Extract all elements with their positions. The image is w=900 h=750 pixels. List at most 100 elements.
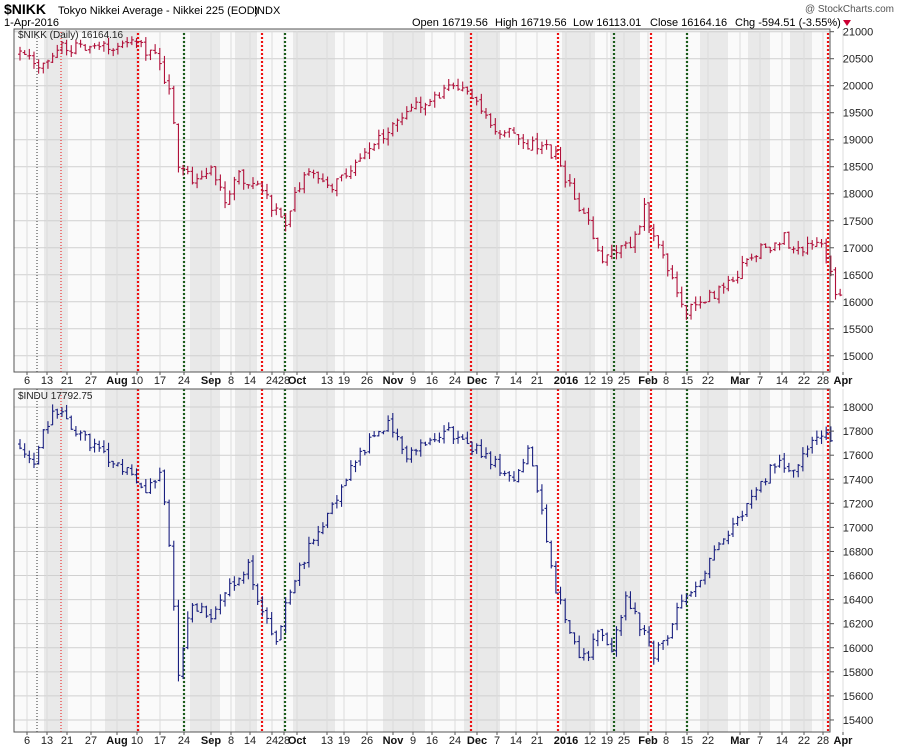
nikkei-price-bars (18, 36, 843, 320)
ohlc-bar (218, 594, 223, 615)
ohlc-bar (763, 243, 768, 249)
nikkei-legend-strip (14, 29, 830, 31)
ohlc-bar (288, 589, 293, 605)
ohlc-bar (558, 146, 563, 167)
x-tick-label: 12 (584, 375, 596, 387)
x-tick-label: 8 (228, 375, 234, 387)
dow-panel-grid (14, 389, 844, 732)
ohlc-bar (493, 118, 498, 135)
ohlc-bar (651, 640, 656, 665)
ohlc-bar (367, 433, 372, 454)
y-tick-label: 16500 (843, 270, 874, 282)
quote-change: Chg -594.51 (-3.55%) (735, 17, 841, 29)
ohlc-bar (278, 207, 283, 218)
ohlc-bar (619, 614, 624, 636)
y-tick-label: 17800 (843, 426, 874, 438)
ohlc-bar (437, 432, 442, 443)
shaded-band (748, 389, 770, 732)
ohlc-bar (572, 178, 577, 200)
ohlc-bar (581, 207, 586, 214)
ohlc-bar (758, 480, 763, 493)
ohlc-bar (27, 450, 32, 464)
ohlc-bar (171, 85, 176, 125)
y-tick-label: 15000 (843, 351, 874, 363)
y-tick-label: 16400 (843, 595, 874, 607)
ohlc-bar (83, 44, 88, 51)
ohlc-bar (530, 136, 535, 151)
ohlc-bar (302, 561, 307, 570)
ohlc-bar (362, 449, 367, 456)
ohlc-bar (703, 570, 708, 585)
ohlc-bar (283, 597, 288, 633)
x-tick-label: 12 (584, 735, 596, 747)
shaded-band (790, 389, 812, 732)
ohlc-bar (507, 471, 512, 482)
ohlc-bar (740, 510, 745, 522)
x-tick-label: 17 (154, 375, 166, 387)
ohlc-bar (157, 47, 162, 71)
ohlc-bar (55, 44, 60, 58)
ohlc-bar (264, 607, 269, 624)
ohlc-bar (344, 168, 349, 179)
ohlc-bar (260, 181, 265, 194)
ohlc-bar (372, 431, 377, 438)
ohlc-bar (41, 429, 46, 449)
x-tick-label: 13 (321, 375, 333, 387)
x-tick-label: 13 (41, 375, 53, 387)
ohlc-bar (237, 169, 242, 185)
ohlc-bar (744, 502, 749, 518)
nikkei-y-axis: 15000 15500 16000 16500 17000 17500 18000 18500… (830, 27, 873, 363)
ohlc-bar (213, 606, 218, 620)
ohlc-bar (409, 103, 414, 112)
ohlc-bar (404, 445, 409, 463)
y-tick-label: 18000 (843, 402, 874, 414)
x-tick-label: Mar (730, 375, 750, 387)
ohlc-bar (446, 422, 451, 431)
y-tick-label: 19000 (843, 135, 874, 147)
ohlc-bar (115, 462, 120, 467)
shaded-band (235, 29, 257, 372)
x-tick-label: 7 (494, 375, 500, 387)
ohlc-bar (614, 245, 619, 260)
ohlc-bar (223, 181, 228, 209)
ohlc-bar (167, 499, 172, 547)
x-tick-label: 24 (449, 735, 461, 747)
y-tick-label: 17500 (843, 216, 874, 228)
ohlc-bar (78, 430, 83, 441)
ohlc-bar (55, 408, 60, 419)
shaded-band (105, 389, 140, 732)
ohlc-bar (651, 223, 656, 242)
x-tick-label: 21 (61, 735, 73, 747)
ohlc-bar (474, 443, 479, 454)
ohlc-bar (101, 440, 106, 454)
x-tick-label: Nov (383, 375, 405, 387)
y-tick-label: 19500 (843, 108, 874, 120)
x-tick-label: 21 (61, 375, 73, 387)
ohlc-bar (637, 612, 642, 637)
ohlc-bar (446, 79, 451, 92)
ohlc-bar (679, 286, 684, 308)
ohlc-bar (535, 465, 540, 493)
ohlc-bar (772, 463, 777, 474)
ohlc-bar (125, 37, 130, 48)
ohlc-bar (292, 187, 297, 212)
y-tick-label: 16000 (843, 643, 874, 655)
ohlc-bar (297, 562, 302, 586)
ohlc-bar (838, 288, 843, 297)
shaded-band (464, 389, 500, 732)
x-tick-label: Oct (288, 375, 307, 387)
ohlc-bar (64, 404, 69, 420)
ohlc-bar (754, 255, 759, 263)
dow-legend: $INDU 17792.75 (18, 391, 93, 402)
shaded-band (293, 29, 335, 372)
x-tick-label: 8 (663, 375, 669, 387)
ohlc-bar (675, 271, 680, 298)
dow-price-bars (18, 404, 833, 682)
ohlc-bar (600, 245, 605, 264)
y-tick-label: 16800 (843, 546, 874, 558)
ohlc-bar (432, 91, 437, 108)
ohlc-bar (786, 231, 791, 249)
